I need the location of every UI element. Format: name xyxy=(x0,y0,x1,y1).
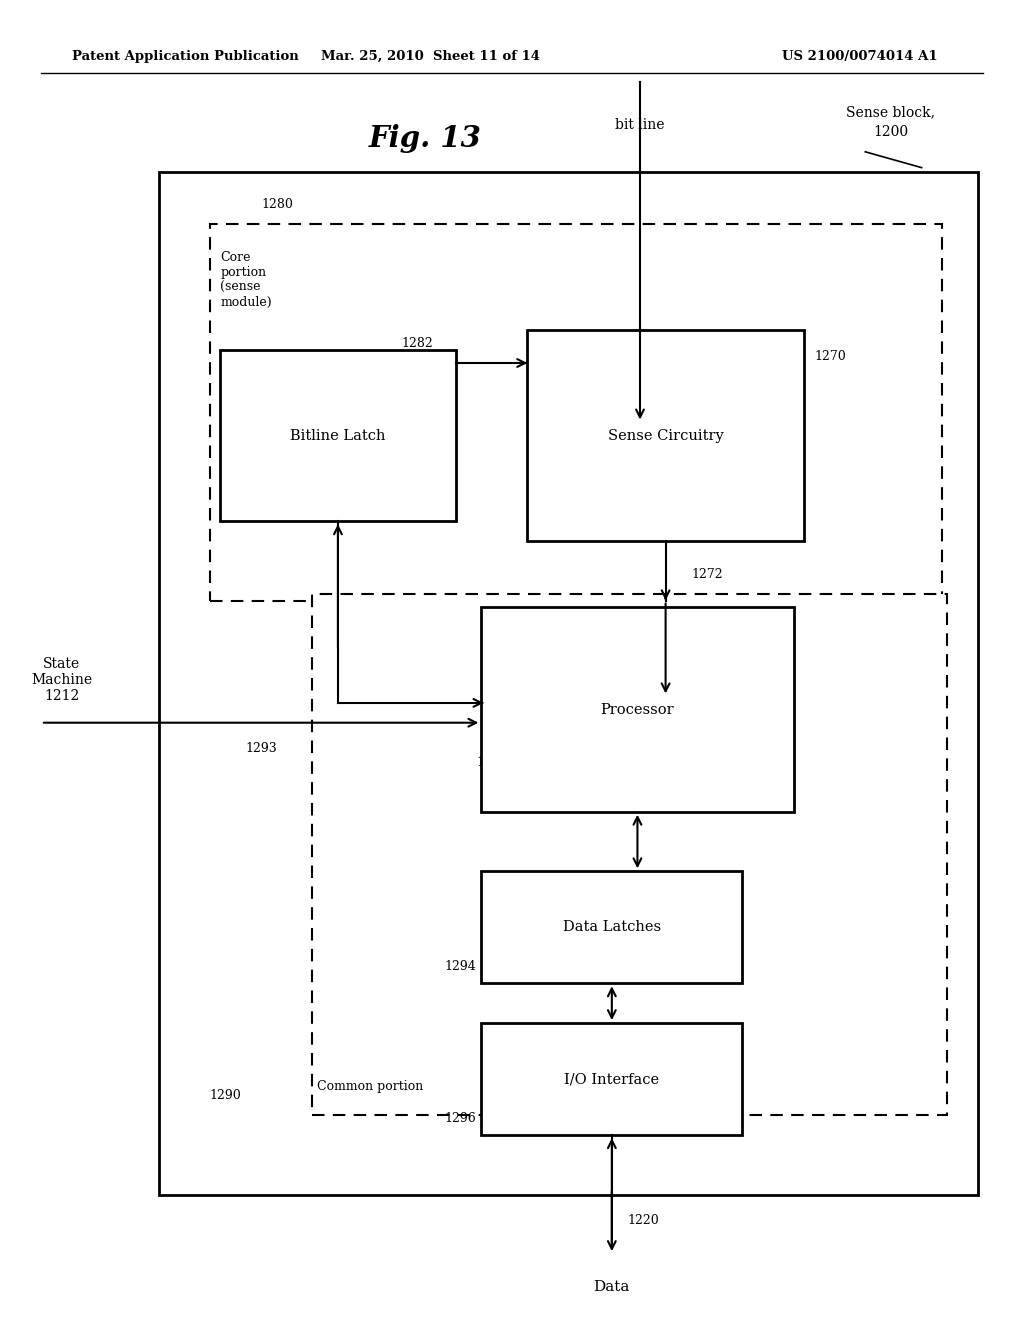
Text: 1296: 1296 xyxy=(444,1111,476,1125)
Text: 1294: 1294 xyxy=(444,960,476,973)
Text: Bitline Latch: Bitline Latch xyxy=(290,429,386,442)
Text: 1200: 1200 xyxy=(873,124,908,139)
Text: Processor: Processor xyxy=(601,702,674,717)
Text: I/O Interface: I/O Interface xyxy=(564,1072,659,1086)
Text: Mar. 25, 2010  Sheet 11 of 14: Mar. 25, 2010 Sheet 11 of 14 xyxy=(321,50,540,63)
Bar xyxy=(159,172,978,1195)
Text: Data Latches: Data Latches xyxy=(563,920,660,935)
Text: bit line: bit line xyxy=(615,117,665,132)
Bar xyxy=(210,224,942,601)
Text: 1220: 1220 xyxy=(627,1214,659,1228)
Text: Common portion: Common portion xyxy=(317,1080,424,1093)
Bar xyxy=(481,607,794,812)
Text: 1290: 1290 xyxy=(210,1089,242,1102)
Text: State
Machine
1212: State Machine 1212 xyxy=(31,656,92,704)
Bar xyxy=(481,1023,742,1135)
Text: Data: Data xyxy=(594,1280,630,1295)
Text: 1270: 1270 xyxy=(814,350,846,363)
Bar xyxy=(481,871,742,983)
Text: Fig. 13: Fig. 13 xyxy=(369,124,481,153)
Bar xyxy=(312,594,947,1115)
Bar xyxy=(527,330,804,541)
Text: Core
portion
(sense
module): Core portion (sense module) xyxy=(220,251,271,309)
Text: 1272: 1272 xyxy=(691,568,723,581)
Text: 1280: 1280 xyxy=(261,198,293,211)
Text: 1293: 1293 xyxy=(246,742,278,755)
Text: US 2100/0074014 A1: US 2100/0074014 A1 xyxy=(782,50,938,63)
Text: Sense Circuitry: Sense Circuitry xyxy=(607,429,724,442)
Text: 1282: 1282 xyxy=(401,337,433,350)
Bar xyxy=(220,350,456,521)
Text: Sense block,: Sense block, xyxy=(847,104,935,119)
Text: Patent Application Publication: Patent Application Publication xyxy=(72,50,298,63)
Text: 1292: 1292 xyxy=(476,756,508,768)
